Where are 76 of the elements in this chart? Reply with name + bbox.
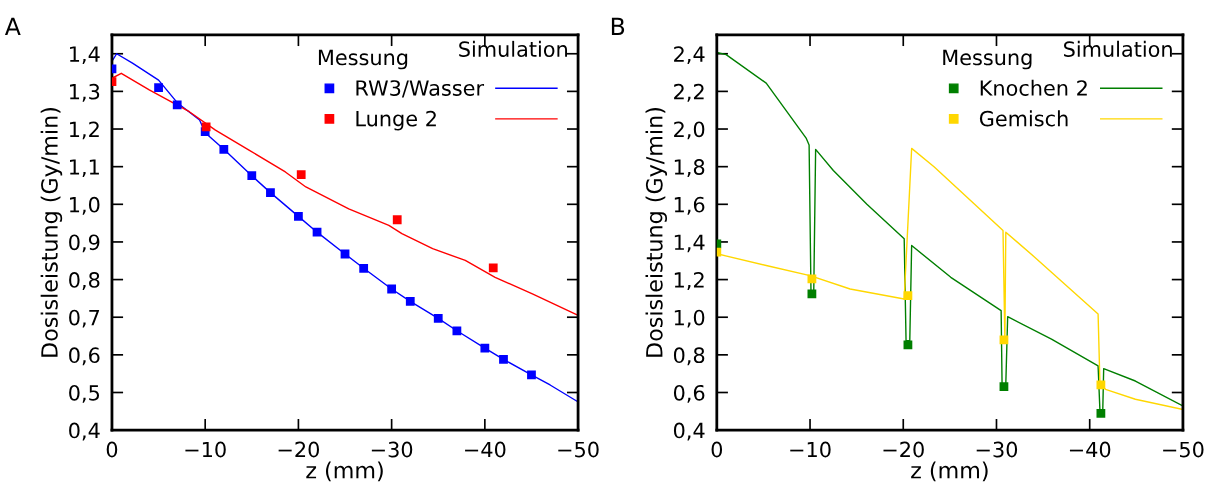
- point: [1096, 380, 1106, 390]
- x-tick-label: −10: [185, 441, 226, 458]
- x-tick-label: −20: [278, 441, 320, 458]
- y-tick-label: 2,2: [674, 83, 704, 102]
- point: [433, 313, 443, 323]
- legend-label: Lunge 2: [356, 110, 436, 131]
- chart-title: B: [611, 17, 625, 35]
- x-tick-label: −50: [1163, 441, 1204, 458]
- x-tick-label: −10: [790, 441, 831, 458]
- text: Messung: [318, 49, 408, 70]
- y-tick-label: 2,0: [674, 121, 705, 140]
- legend-label: Knochen 2: [980, 79, 1087, 96]
- y-tick-label: 1,0: [70, 196, 100, 215]
- x-tick-label: −50: [558, 441, 599, 458]
- point: [499, 354, 508, 364]
- point: [452, 326, 462, 336]
- x-tick-label: −40: [465, 441, 506, 458]
- y-tick-label: 0,4: [69, 422, 100, 441]
- y-tick-label: 0,4: [673, 422, 705, 441]
- y-tick-label: 0,6: [673, 384, 705, 403]
- y-tick-label: 0,8: [673, 347, 705, 366]
- point: [999, 335, 1009, 345]
- point: [1096, 409, 1106, 418]
- point: [359, 263, 369, 273]
- x-tick-label: −30: [976, 441, 1018, 458]
- point: [807, 289, 817, 299]
- point: [172, 100, 182, 110]
- point: [903, 340, 913, 350]
- y-tick-label: 0,9: [69, 234, 100, 253]
- legend-label: RW3/Wasser: [356, 80, 485, 98]
- x-axis-title: z (mm): [306, 461, 383, 482]
- text: Simulation: [459, 40, 567, 57]
- point: [480, 343, 490, 353]
- y-tick-label: 1,2: [674, 272, 704, 290]
- point: [807, 274, 817, 284]
- y-axis-title: Dosisleistung (Gy/min): [40, 108, 63, 357]
- x-axis-title: z (mm): [911, 461, 988, 482]
- y-tick-label: 1,8: [674, 159, 705, 177]
- x-tick-label: −40: [1069, 441, 1111, 458]
- x-tick-label: −20: [883, 441, 924, 458]
- point: [201, 122, 211, 132]
- point: [392, 215, 402, 225]
- point: [247, 171, 257, 181]
- point: [219, 144, 229, 154]
- line-series: [111, 72, 579, 317]
- legend-label: Gemisch: [979, 110, 1068, 127]
- point: [154, 83, 163, 93]
- point: [296, 170, 306, 179]
- point: [387, 284, 397, 294]
- point: [312, 227, 322, 237]
- point: [294, 211, 303, 221]
- y-tick-label: 0,8: [69, 272, 100, 290]
- y-tick-label: 2,4: [674, 46, 705, 65]
- y-tick-label: 0,7: [69, 309, 100, 328]
- point: [999, 382, 1009, 392]
- text: Messung: [943, 49, 1032, 70]
- y-tick-label: 1,4: [674, 234, 705, 253]
- y-tick-label: 1,1: [70, 159, 99, 177]
- y-tick-label: 1,0: [674, 309, 705, 328]
- point: [405, 297, 415, 306]
- y-tick-label: 1,3: [70, 83, 100, 102]
- y-axis-title: Dosisleistung (Gy/min): [645, 108, 668, 357]
- y-tick-label: 1,2: [70, 121, 99, 140]
- y-tick-label: 1,6: [674, 196, 705, 215]
- x-tick-label: 0: [106, 441, 118, 458]
- y-tick-label: 1,4: [70, 46, 100, 65]
- chart-title: A: [4, 17, 21, 35]
- y-tick-label: 0,6: [69, 347, 100, 366]
- point: [266, 188, 275, 198]
- point: [527, 370, 536, 380]
- x-tick-label: 0: [711, 441, 723, 458]
- x-tick-label: −30: [371, 441, 413, 458]
- y-tick-label: 0,5: [69, 384, 100, 403]
- point: [488, 263, 498, 273]
- point: [903, 291, 913, 300]
- text: Simulation: [1064, 40, 1172, 57]
